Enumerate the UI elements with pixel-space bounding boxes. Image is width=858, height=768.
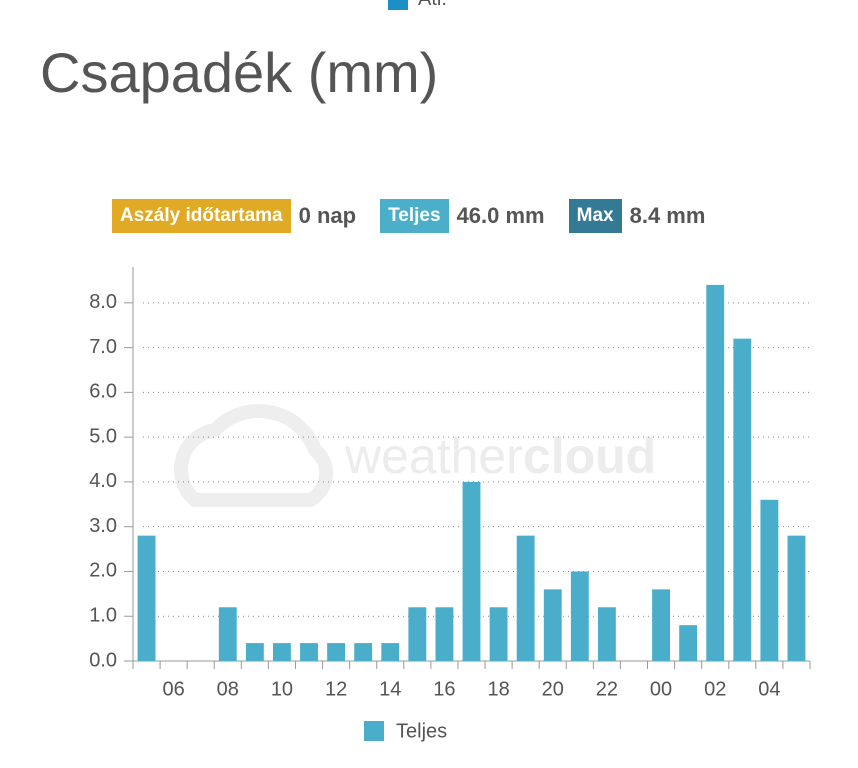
badges: Aszály időtartama 0 nap Teljes 46.0 mm Max 8.… bbox=[112, 199, 729, 233]
x-tick-label: 20 bbox=[542, 678, 564, 700]
badge-value: 0 nap bbox=[298, 203, 357, 228]
badge: Aszály időtartama bbox=[112, 199, 291, 233]
legend-swatch bbox=[388, 0, 408, 10]
bar bbox=[733, 338, 752, 661]
x-tick-label: 18 bbox=[487, 678, 509, 700]
bar bbox=[245, 643, 264, 661]
bar bbox=[462, 481, 481, 661]
x-tick-label: 02 bbox=[704, 678, 726, 700]
legend-label: Teljes bbox=[396, 720, 447, 742]
bar bbox=[408, 607, 427, 661]
bar bbox=[435, 607, 454, 661]
y-tick-label: 2.0 bbox=[89, 560, 117, 582]
x-tick-label: 08 bbox=[217, 678, 239, 700]
y-tick-label: 5.0 bbox=[89, 425, 117, 447]
x-tick-label: 06 bbox=[162, 678, 184, 700]
y-tick-label: 4.0 bbox=[89, 470, 117, 492]
title: Csapadék (mm) bbox=[40, 41, 439, 104]
legend-swatch bbox=[364, 721, 384, 741]
y-tick-label: 0.0 bbox=[89, 649, 117, 671]
x-tick-label: 04 bbox=[758, 678, 780, 700]
badge-value: 8.4 mm bbox=[629, 203, 706, 228]
badge-value: 46.0 mm bbox=[456, 203, 545, 228]
bar bbox=[787, 535, 806, 661]
x-tick-label: 00 bbox=[650, 678, 672, 700]
bar bbox=[218, 607, 237, 661]
top-legend: Átl. bbox=[388, 0, 447, 11]
watermark-logo bbox=[173, 404, 334, 507]
bar bbox=[597, 607, 616, 661]
x-tick-label: 16 bbox=[433, 678, 455, 700]
y-tick-label: 1.0 bbox=[89, 605, 117, 627]
bar bbox=[354, 643, 373, 661]
x-tick-label: 10 bbox=[271, 678, 293, 700]
bar bbox=[652, 589, 670, 661]
watermark-text: weather bbox=[344, 428, 523, 484]
legend-label: Átl. bbox=[418, 0, 447, 11]
y-tick-label: 8.0 bbox=[89, 291, 117, 313]
bar bbox=[570, 571, 589, 661]
badge: Teljes bbox=[380, 199, 449, 233]
x-tick-label: 14 bbox=[379, 678, 401, 700]
bar bbox=[273, 643, 291, 661]
bar bbox=[706, 284, 725, 661]
bar bbox=[327, 643, 346, 661]
y-tick-label: 6.0 bbox=[89, 381, 117, 403]
y-tick-label: 3.0 bbox=[89, 515, 117, 537]
bar bbox=[300, 643, 318, 661]
watermark-text: cloud bbox=[523, 428, 656, 484]
badge: Max bbox=[568, 199, 622, 233]
y-tick-label: 7.0 bbox=[89, 336, 117, 358]
bar bbox=[137, 535, 156, 661]
bar bbox=[679, 625, 698, 661]
watermark: weathercloud bbox=[344, 428, 656, 484]
x-tick-label: 12 bbox=[325, 678, 347, 700]
bar bbox=[543, 589, 562, 661]
bar bbox=[381, 643, 400, 661]
bar bbox=[516, 535, 535, 661]
x-tick-label: 22 bbox=[596, 678, 618, 700]
bar bbox=[760, 499, 779, 661]
bar bbox=[489, 607, 508, 661]
